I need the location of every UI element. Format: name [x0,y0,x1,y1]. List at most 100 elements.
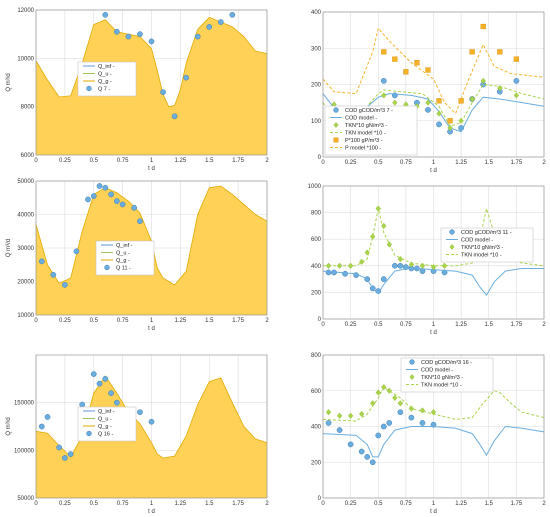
data-point [114,28,120,35]
legend-label: TKN*10 gN/m³3 - [345,123,387,129]
legend-label: P*100 gP/m³3 - [345,138,383,144]
legend-label: Q_u - [116,251,130,257]
data-point [325,420,332,426]
chart-p2: 0 0.25 0.5 0.75 1 1.25 1.5 1.75 2 0 100 200 300 400 t … [311,10,546,174]
x-tick-label: 1.25 [455,501,467,507]
series-line [322,386,545,422]
data-point [425,67,431,73]
data-point [381,92,387,99]
chart-p3: 0 0.25 0.5 0.75 1 1.25 1.5 1.75 2 10000 20000 30000… [6,179,269,332]
legend-label: Q_g - [116,258,130,264]
y-axis-label: Q m³/d [6,239,12,257]
legend: Q_inf - Q_u -Q_g - Q 16 - [77,406,137,442]
data-point [137,409,143,416]
data-point [430,264,437,271]
data-point [447,118,453,124]
x-tick-label: 0.25 [345,322,357,328]
x-tick-label: 1 [432,160,436,166]
y-tick-label: 600 [311,389,322,395]
y-tick-label: 50000 [17,179,34,185]
y-tick-label: 400 [311,264,322,270]
data-point [325,409,332,416]
legend-label: P model *100 - [345,146,381,152]
data-point [38,258,45,265]
legend-label: Q 16 - [98,432,113,438]
legend-swatch [86,85,92,92]
data-point [342,270,348,277]
data-point [375,432,382,439]
data-point [336,412,343,419]
data-point [96,183,103,189]
x-tick-label: 2 [542,160,546,166]
data-point [380,78,387,84]
y-tick-label: 50000 [17,496,34,502]
data-point [436,98,442,104]
data-point [108,390,114,396]
plot-frame [35,180,268,316]
data-point [425,107,431,113]
x-tick-label: 0 [321,160,325,166]
legend-label: COD gCOD/m³3 7 - [345,108,393,114]
legend-label: Q_inf - [98,409,115,415]
x-tick-label: 0.75 [400,501,412,507]
legend-label: Q_u - [98,417,112,423]
data-point [137,31,143,38]
data-point [375,389,381,396]
legend-label: TKN*10 gN/m³3 - [421,375,463,381]
x-tick-label: 1.5 [205,501,214,507]
x-tick-label: 2 [265,158,269,164]
x-tick-label: 0.25 [345,501,357,507]
data-point [44,414,51,420]
legend: COD gCOD/m³3 11 - COD model -TKN*10 gN/m³… [440,227,534,263]
data-point [392,56,398,62]
x-tick-label: 0 [34,318,38,324]
data-point [148,38,155,45]
legend-swatch [86,430,92,437]
x-tick-label: 1.75 [511,322,523,328]
plot-frame [322,354,545,499]
x-axis-label: t d [430,330,437,336]
x-axis-label: t d [148,509,155,515]
x-tick-label: 2 [265,501,269,507]
x-tick-label: 0.5 [374,160,383,166]
data-point [369,459,376,466]
legend-box [324,105,418,156]
data-point [497,49,503,55]
plot-frame [322,11,545,158]
legend-label: COD gCOD/m³3 16 - [421,360,472,366]
y-tick-label: 30000 [17,246,34,252]
data-point [392,99,398,106]
x-tick-label: 2 [265,318,269,324]
x-tick-label: 0.25 [59,158,71,164]
legend-label: COD model - [461,238,493,244]
legend-swatch [449,244,455,250]
data-point [229,11,236,18]
y-axis-label: Q m³/d [6,417,12,435]
x-axis-label: t d [430,509,437,515]
series-area [36,17,267,155]
x-tick-label: 1.25 [175,158,187,164]
legend-box [440,227,534,263]
data-point [480,77,486,84]
y-tick-label: 0 [318,317,322,323]
x-tick-label: 0 [34,158,38,164]
y-tick-label: 100 [311,119,322,125]
x-tick-label: 0.75 [117,318,129,324]
y-tick-label: 8000 [21,105,35,111]
data-point [419,420,426,426]
data-point [392,394,398,402]
x-tick-label: 1.5 [205,158,214,164]
data-point [441,262,448,269]
x-tick-label: 0.25 [345,160,357,166]
y-tick-label: 800 [311,211,322,217]
x-tick-label: 1.5 [205,318,214,324]
plot-frame [35,9,268,156]
data-point [359,410,365,418]
y-tick-label: 200 [311,290,322,296]
series-area [36,376,267,498]
legend-label: TKN model *10 - [421,383,462,389]
series-line [35,185,268,286]
y-tick-label: 800 [311,353,322,359]
y-tick-label: 400 [311,425,322,431]
x-tick-label: 1.75 [232,501,244,507]
